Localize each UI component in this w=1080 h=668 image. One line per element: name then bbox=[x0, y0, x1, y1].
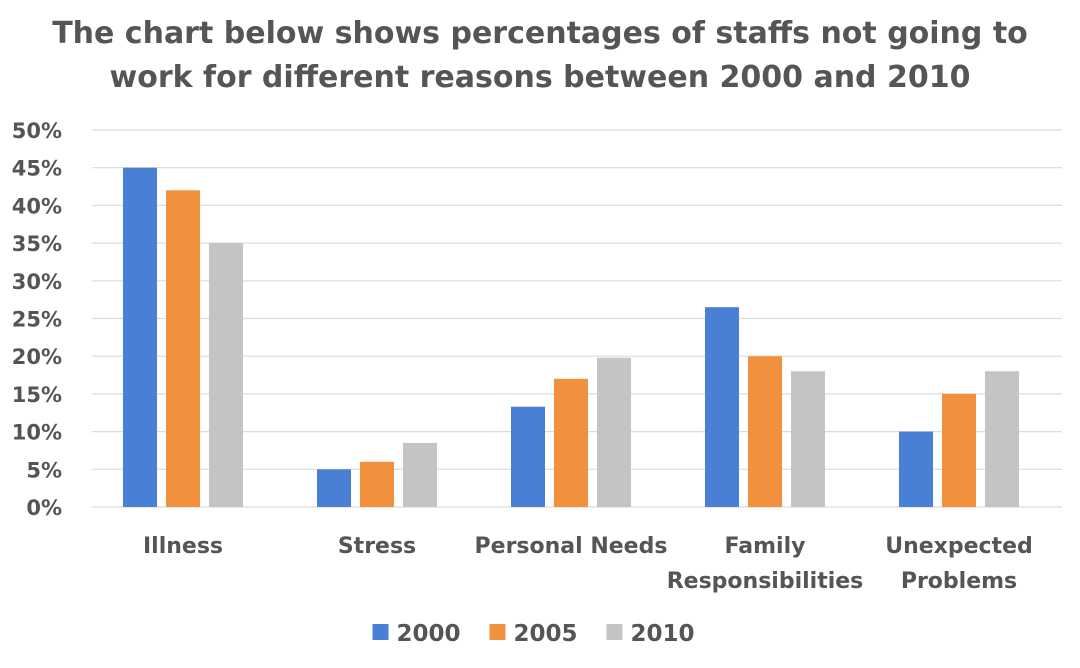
bar bbox=[360, 461, 394, 507]
bar bbox=[705, 307, 739, 507]
y-tick-label: 10% bbox=[12, 421, 62, 445]
category-label: Responsibilities bbox=[667, 569, 864, 594]
bar bbox=[554, 378, 588, 507]
y-tick-label: 50% bbox=[12, 119, 62, 143]
legend-label: 2010 bbox=[631, 621, 695, 647]
bar bbox=[597, 357, 631, 507]
y-tick-label: 30% bbox=[12, 270, 62, 294]
category-label: Illness bbox=[143, 534, 223, 559]
bar bbox=[748, 356, 782, 507]
bar bbox=[209, 243, 243, 507]
legend-swatch bbox=[489, 624, 506, 640]
y-tick-label: 35% bbox=[12, 232, 62, 256]
bar bbox=[123, 167, 157, 507]
y-tick-label: 5% bbox=[26, 458, 62, 482]
chart-title: The chart below shows percentages of sta… bbox=[0, 12, 1080, 100]
y-tick-label: 0% bbox=[26, 496, 62, 520]
bar bbox=[899, 431, 933, 507]
y-tick-label: 25% bbox=[12, 308, 62, 332]
category-label: Family bbox=[725, 534, 806, 559]
bar bbox=[511, 406, 545, 507]
chart-title-line-2: work for different reasons between 2000 … bbox=[109, 60, 971, 95]
y-tick-label: 40% bbox=[12, 194, 62, 218]
y-tick-label: 45% bbox=[12, 157, 62, 181]
legend-swatch bbox=[372, 624, 389, 640]
bar bbox=[166, 190, 200, 507]
bar bbox=[317, 469, 351, 507]
legend-label: 2000 bbox=[397, 621, 461, 647]
category-label: Stress bbox=[338, 534, 416, 559]
y-tick-label: 15% bbox=[12, 383, 62, 407]
category-label: Problems bbox=[901, 569, 1017, 594]
bar bbox=[403, 442, 437, 507]
chart-title-line-1: The chart below shows percentages of sta… bbox=[52, 16, 1028, 51]
bar bbox=[942, 393, 976, 507]
legend-label: 2005 bbox=[514, 621, 578, 647]
category-label: Personal Needs bbox=[475, 534, 668, 559]
category-label: Unexpected bbox=[885, 534, 1033, 559]
bar bbox=[791, 371, 825, 507]
y-tick-label: 20% bbox=[12, 345, 62, 369]
bar bbox=[985, 371, 1019, 507]
legend-swatch bbox=[606, 624, 623, 640]
